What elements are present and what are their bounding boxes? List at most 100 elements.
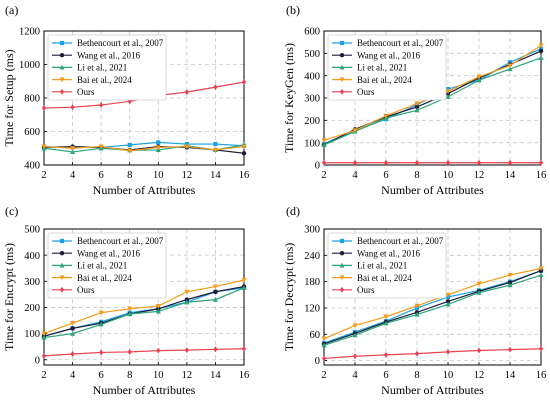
legend-label: Ours — [77, 87, 95, 97]
data-point — [98, 321, 104, 327]
data-point — [321, 336, 327, 342]
data-point — [70, 330, 76, 336]
data-point — [476, 74, 482, 80]
series-line-4 — [43, 145, 245, 152]
data-point — [98, 310, 104, 316]
y-tick-label: 200 — [304, 116, 320, 127]
data-point — [213, 289, 218, 294]
legend: Bethencourt et al., 2007 Wang et al., 201… — [327, 34, 447, 101]
series-line-3 — [323, 57, 542, 146]
data-point — [352, 159, 358, 166]
data-point — [383, 352, 389, 358]
y-axis-label: Time for Encrypt (ms) — [2, 243, 16, 351]
data-point — [70, 351, 75, 357]
data-point — [507, 63, 513, 69]
y-tick-label: 500 — [304, 49, 320, 60]
series-line-3 — [323, 274, 542, 346]
data-point — [155, 308, 161, 314]
data-point — [127, 306, 133, 312]
data-point — [538, 266, 544, 272]
panel-label: (a) — [5, 3, 18, 17]
data-point — [445, 292, 451, 298]
y-tick-label: 200 — [24, 303, 40, 314]
legend-marker — [339, 53, 345, 58]
legend-label: Bai et al., 2024 — [77, 75, 132, 85]
data-point — [538, 345, 544, 352]
x-tick-label: 8 — [414, 370, 419, 381]
x-tick-label: 4 — [352, 370, 358, 381]
legend-label: Ours — [357, 87, 375, 97]
data-point — [414, 311, 420, 317]
data-point — [70, 321, 76, 326]
data-point — [98, 144, 104, 150]
legend-marker — [339, 275, 345, 281]
x-tick-label: 14 — [210, 370, 221, 381]
y-tick-label: 1000 — [19, 60, 40, 71]
x-tick-label: 2 — [41, 370, 46, 381]
legend-box — [47, 34, 167, 101]
legend-marker — [339, 88, 345, 95]
data-point — [507, 159, 513, 166]
legend-marker — [339, 40, 345, 46]
x-axis-label: Number of Attributes — [381, 383, 484, 397]
data-point — [538, 159, 544, 166]
y-tick-label: 0 — [35, 355, 40, 366]
x-tick-label: 6 — [383, 370, 388, 381]
y-axis-label: Time for Decrypt (ms) — [282, 243, 296, 352]
x-tick-label: 8 — [414, 170, 419, 181]
legend-label: Bethencourt et al., 2007 — [357, 236, 444, 246]
panel-label: (b) — [286, 3, 300, 17]
data-point — [70, 326, 75, 331]
x-tick-label: 16 — [536, 170, 547, 181]
data-point — [241, 79, 247, 85]
data-point — [445, 348, 451, 355]
x-tick-label: 14 — [505, 170, 516, 181]
data-point — [538, 43, 544, 49]
data-point — [352, 332, 358, 338]
x-tick-label: 8 — [127, 370, 132, 381]
legend-marker — [339, 77, 345, 83]
x-tick-label: 2 — [321, 370, 326, 381]
data-point — [321, 342, 327, 348]
data-point — [538, 48, 544, 54]
legend-label: Wang et al., 2016 — [77, 248, 141, 258]
legend-label: Bai et al., 2024 — [357, 273, 412, 283]
legend-marker — [339, 286, 345, 293]
legend-marker — [59, 88, 65, 95]
legend-label: Bai et al., 2024 — [357, 75, 412, 85]
data-point — [213, 141, 218, 147]
legend-label: Li et al., 2021 — [357, 63, 407, 73]
data-point — [383, 113, 389, 119]
series-line-5 — [323, 348, 542, 360]
data-point — [41, 352, 47, 359]
data-point — [507, 272, 513, 278]
plot-frame — [323, 228, 542, 366]
data-point — [445, 159, 451, 166]
data-point — [414, 303, 420, 309]
y-axis-label: Time for KeyGen (ms) — [282, 43, 296, 153]
data-point — [383, 314, 389, 320]
data-point — [184, 89, 189, 96]
legend-label: Li et al., 2021 — [77, 63, 127, 73]
data-point — [213, 84, 218, 91]
y-tick-label: 100 — [24, 329, 40, 340]
x-tick-label: 6 — [99, 170, 104, 181]
data-point — [41, 334, 47, 340]
data-point — [476, 281, 482, 287]
x-tick-label: 10 — [153, 170, 164, 181]
y-tick-label: 400 — [24, 161, 40, 172]
data-point — [414, 350, 420, 357]
y-tick-label: 500 — [24, 225, 40, 236]
data-point — [241, 285, 247, 290]
plot-frame — [43, 228, 245, 366]
data-point — [507, 66, 513, 72]
legend-label: Bethencourt et al., 2007 — [77, 236, 164, 246]
data-point — [184, 347, 189, 353]
data-point — [321, 138, 327, 144]
y-tick-label: 400 — [24, 251, 40, 262]
legend-marker — [339, 238, 345, 244]
chart-panel-3: 2 4 6 8 10 12 14 16 0 100 200 300 400 500 Number of At… — [2, 204, 249, 397]
data-point — [352, 353, 358, 360]
data-point — [538, 272, 544, 278]
